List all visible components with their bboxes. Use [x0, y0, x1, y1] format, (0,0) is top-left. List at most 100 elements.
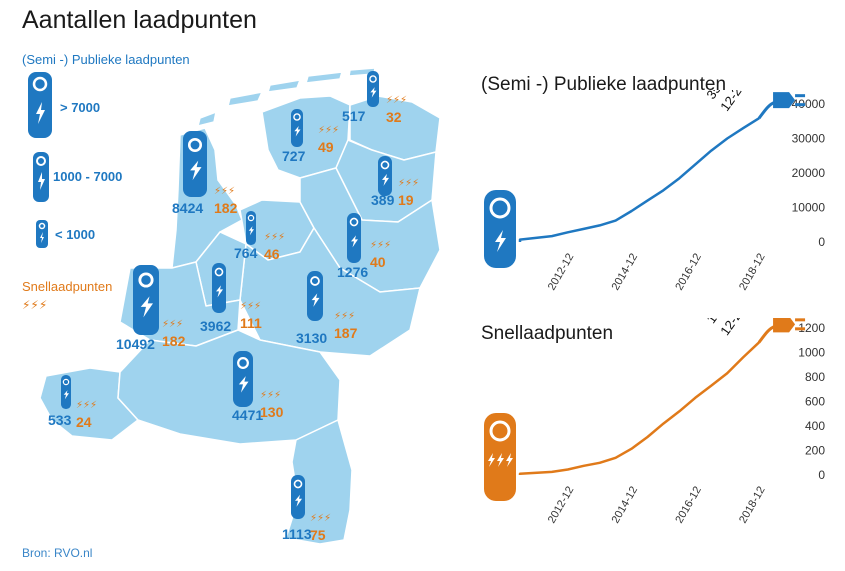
- lightning-bolt-icon: ⚡⚡⚡: [162, 319, 184, 330]
- data-point: [551, 471, 553, 473]
- data-point: [678, 410, 681, 413]
- annotation-value: 1083: [703, 318, 732, 326]
- lightning-bolt-icon: ⚡⚡⚡: [214, 186, 236, 197]
- charging-pole-icon: [291, 475, 305, 519]
- charging-pole-icon: [133, 265, 159, 335]
- province-fast-count: 49: [318, 139, 334, 155]
- wadden-island: [197, 111, 217, 127]
- province-overijssel: [299, 167, 441, 293]
- data-point: [551, 235, 553, 237]
- province-public-count: 533: [48, 412, 72, 428]
- wadden-island: [267, 79, 301, 93]
- fast-charger-icon: [484, 413, 516, 501]
- province-public-count: 517: [342, 108, 366, 124]
- data-point: [567, 468, 569, 471]
- x-tick-label: 2014-12: [610, 252, 641, 293]
- plug-icon: [757, 318, 806, 344]
- page-title: Aantallen laadpunten: [22, 6, 257, 34]
- lightning-bolt-icon: ⚡⚡⚡: [22, 298, 48, 312]
- lightning-bolt-icon: ⚡⚡⚡: [370, 240, 392, 251]
- data-point: [742, 127, 744, 129]
- province-fast-count: 75: [310, 527, 326, 543]
- data-point: [694, 163, 697, 166]
- charging-pole-icon: [367, 71, 379, 107]
- charging-pole-icon-large: [28, 72, 52, 138]
- data-point: [630, 447, 633, 450]
- data-point: [519, 238, 521, 241]
- legend-size-large: > 7000: [60, 100, 101, 115]
- province-public-count: 1113: [282, 526, 312, 542]
- province-fast-count: 111: [240, 315, 262, 331]
- y-tick-label: 600: [805, 395, 825, 409]
- province-fast-count: 182: [162, 333, 186, 349]
- x-tick-label: 2012-12: [546, 252, 577, 293]
- charging-pole-icon: [212, 263, 226, 313]
- province-public-count: 1276: [337, 264, 369, 280]
- y-tick-label: 1200: [798, 321, 825, 335]
- y-tick-label: 40000: [792, 97, 826, 111]
- province-public-count: 389: [371, 192, 395, 208]
- province-public-count: 8424: [172, 200, 204, 216]
- y-tick-label: 0: [818, 235, 825, 249]
- data-point: [742, 356, 744, 359]
- data-point: [710, 149, 713, 152]
- legend-fast-heading: Snellaadpunten: [22, 279, 113, 294]
- data-point: [662, 422, 665, 425]
- data-point: [678, 177, 681, 179]
- wadden-island: [305, 71, 343, 84]
- data-point: [567, 231, 569, 234]
- province-fast-count: 187: [334, 325, 358, 341]
- data-point: [614, 219, 617, 222]
- charging-pole-icon: [307, 271, 323, 321]
- data-point: [726, 137, 728, 140]
- data-point: [598, 461, 601, 464]
- y-tick-label: 200: [805, 444, 825, 458]
- data-point: [646, 436, 649, 438]
- data-point: [519, 472, 521, 475]
- province-public-count: 3130: [296, 330, 328, 346]
- province-public-count: 764: [234, 245, 258, 261]
- source-note: Bron: RVO.nl: [22, 546, 93, 560]
- charging-pole-icon-large: [484, 190, 516, 268]
- y-tick-label: 400: [805, 419, 825, 433]
- y-tick-label: 20000: [792, 166, 826, 180]
- data-point: [646, 199, 649, 202]
- lightning-bolt-icon: ⚡⚡⚡: [386, 95, 408, 106]
- province-public-count: 10492: [116, 336, 155, 352]
- data-point: [694, 397, 697, 399]
- data-point: [710, 384, 713, 387]
- lightning-bolt-icon: ⚡⚡⚡: [334, 311, 356, 322]
- chart-fast-title: Snellaadpunten: [481, 323, 614, 344]
- lightning-bolt-icon: ⚡⚡⚡: [318, 125, 340, 136]
- charging-pole-icon: [378, 156, 392, 196]
- lightning-bolt-icon: ⚡⚡⚡: [240, 301, 262, 312]
- series-line: [518, 117, 760, 242]
- data-point: [598, 224, 601, 227]
- province-public-count: 3962: [200, 318, 232, 334]
- y-tick-label: 10000: [792, 201, 826, 215]
- legend-size-medium: 1000 - 7000: [53, 169, 123, 184]
- charging-pole-icon: [183, 131, 207, 197]
- charging-pole-icon-small: [36, 220, 48, 248]
- province-fast-count: 32: [386, 109, 402, 125]
- province-fast-count: 24: [76, 414, 92, 430]
- chart-fast: 0 200 400 600 800 1000 1200 2012-12 2014-12 2016-…: [484, 318, 825, 526]
- x-tick-label: 2014-12: [610, 485, 641, 526]
- province-fast-count: 46: [264, 246, 280, 262]
- lightning-bolt-icon: ⚡⚡⚡: [264, 232, 286, 243]
- annotation-date: 12-2018: [717, 318, 757, 338]
- x-tick-label: 2018-12: [737, 485, 768, 526]
- charging-pole-icon: [246, 211, 256, 245]
- x-tick-label: 2016-12: [673, 252, 704, 293]
- province-fast-count: 19: [398, 192, 414, 208]
- y-tick-label: 800: [805, 370, 825, 384]
- lightning-bolt-icon: ⚡⚡⚡: [310, 513, 332, 524]
- lightning-bolt-icon: ⚡⚡⚡: [260, 390, 282, 401]
- x-tick-label: 2018-12: [737, 252, 768, 293]
- charging-pole-icon-medium: [33, 152, 49, 202]
- lightning-bolt-icon: ⚡⚡⚡: [398, 178, 420, 189]
- y-tick-label: 1000: [798, 346, 825, 360]
- data-point: [630, 210, 633, 212]
- lightning-bolt-icon: ⚡⚡⚡: [76, 400, 98, 411]
- plug-icon: [757, 92, 806, 120]
